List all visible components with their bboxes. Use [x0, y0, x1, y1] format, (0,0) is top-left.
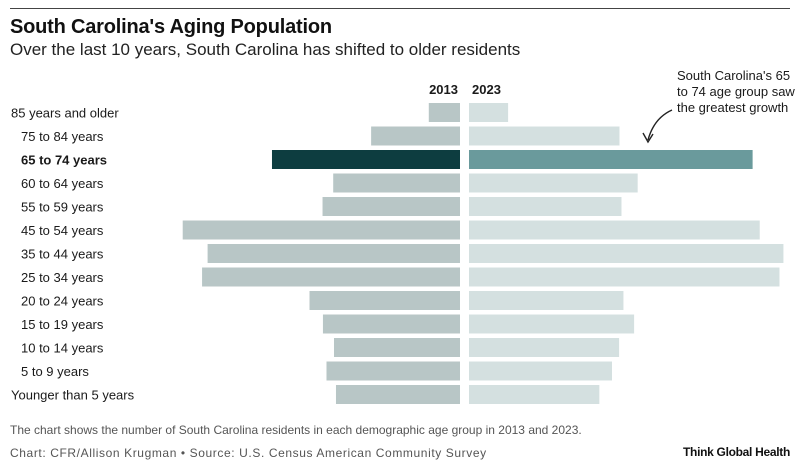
tick-label-65-to-74-years: 65 to 74 years: [21, 153, 107, 168]
bar-2023-45-to-54-years: [469, 220, 760, 240]
chart-source: Chart: CFR/Allison Krugman • Source: U.S…: [10, 446, 487, 460]
bar-2013-10-to-14-years: [333, 338, 460, 357]
bar-2013-35-to-44-years: [207, 244, 460, 263]
series-label-2013: 2013: [429, 82, 458, 97]
bar-2023-85-years-and-older: [469, 103, 509, 122]
bar-2013-75-to-84-years: [371, 126, 460, 146]
tick-label-20-to-24-years: 20 to 24 years: [21, 294, 104, 309]
bar-2023-65-to-74-years: [469, 150, 753, 169]
bar-2013-25-to-34-years: [202, 267, 460, 287]
chart-title: South Carolina's Aging Population: [10, 16, 332, 38]
bar-2023-5-to-9-years: [469, 361, 612, 381]
bar-2023-20-to-24-years: [469, 291, 624, 310]
tick-label-15-to-19-years: 15 to 19 years: [21, 317, 104, 332]
tick-label-45-to-54-years: 45 to 54 years: [21, 223, 104, 238]
bar-2013-85-years-and-older: [428, 103, 460, 122]
tick-label-5-to-9-years: 5 to 9 years: [21, 364, 89, 379]
bar-2013-20-to-24-years: [309, 291, 460, 310]
tick-label-35-to-44-years: 35 to 44 years: [21, 247, 104, 262]
chart-subtitle: Over the last 10 years, South Carolina h…: [10, 40, 521, 59]
bar-2013-5-to-9-years: [326, 361, 460, 381]
tick-label-younger-than-5-years: Younger than 5 years: [11, 388, 135, 403]
tick-label-75-to-84-years: 75 to 84 years: [21, 129, 104, 144]
bar-2023-55-to-59-years: [469, 197, 622, 216]
annotation-arrow: [647, 109, 673, 141]
bar-2013-55-to-59-years: [322, 197, 460, 216]
bar-2013-60-to-64-years: [333, 173, 460, 193]
series-label-2023: 2023: [472, 82, 501, 97]
bar-2013-65-to-74-years: [271, 150, 460, 169]
population-pyramid-chart: 2013 2023 85 years and older 75 to 84 years…: [11, 68, 795, 404]
bar-2023-younger-than-5-years: [469, 385, 600, 404]
bar-2013-45-to-54-years: [182, 220, 460, 240]
tick-label-55-to-59-years: 55 to 59 years: [21, 200, 104, 215]
tick-label-60-to-64-years: 60 to 64 years: [21, 176, 104, 191]
bar-2013-younger-than-5-years: [335, 385, 460, 404]
tick-label-25-to-34-years: 25 to 34 years: [21, 270, 104, 285]
annotation-text: South Carolina's 65 to 74 age group saw th…: [677, 68, 795, 115]
bar-2023-10-to-14-years: [469, 338, 620, 357]
bar-2023-15-to-19-years: [469, 314, 635, 334]
bar-2013-15-to-19-years: [322, 314, 460, 334]
chart-footnote: The chart shows the number of South Caro…: [10, 423, 582, 437]
bar-2023-35-to-44-years: [469, 244, 784, 263]
tick-label-10-to-14-years: 10 to 14 years: [21, 341, 104, 356]
tick-label-85-years-and-older: 85 years and older: [11, 106, 119, 121]
bar-2023-25-to-34-years: [469, 267, 780, 287]
bar-2023-60-to-64-years: [469, 173, 638, 193]
annotation-arrowhead: [642, 132, 654, 144]
brand-logo: Think Global Health: [683, 445, 790, 459]
bar-2023-75-to-84-years: [469, 126, 620, 146]
top-rule: [10, 8, 790, 9]
